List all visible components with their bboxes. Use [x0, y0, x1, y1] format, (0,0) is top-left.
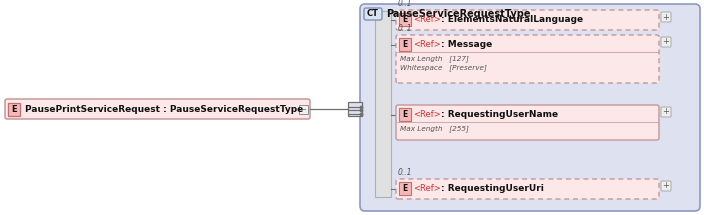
Text: <Ref>: <Ref> [413, 184, 441, 193]
FancyBboxPatch shape [364, 8, 382, 20]
Bar [399, 182, 411, 195]
FancyBboxPatch shape [661, 181, 671, 191]
FancyBboxPatch shape [360, 4, 700, 211]
Text: +: + [662, 108, 670, 117]
Text: PausePrintServiceRequest : PauseServiceRequestType: PausePrintServiceRequest : PauseServiceR… [25, 104, 303, 114]
FancyBboxPatch shape [5, 99, 310, 119]
Text: CT: CT [367, 9, 379, 18]
Text: : RequestingUserName: : RequestingUserName [441, 110, 558, 119]
FancyBboxPatch shape [396, 179, 659, 199]
Text: : Message: : Message [441, 40, 492, 49]
Text: Max Length   [127]: Max Length [127] [400, 55, 469, 62]
Text: E: E [11, 104, 17, 114]
Text: E: E [403, 15, 408, 24]
Text: E: E [403, 184, 408, 193]
Bar [299, 105, 308, 114]
Bar [399, 108, 411, 121]
Text: : RequestingUserUri: : RequestingUserUri [441, 184, 544, 193]
Text: PauseServiceRequestType: PauseServiceRequestType [386, 9, 531, 19]
Text: 0..1: 0..1 [398, 24, 413, 33]
Bar [399, 13, 411, 26]
Text: <Ref>: <Ref> [413, 110, 441, 119]
Text: +: + [662, 37, 670, 46]
Text: Whitespace   [Preserve]: Whitespace [Preserve] [400, 64, 487, 71]
FancyBboxPatch shape [396, 105, 659, 140]
FancyBboxPatch shape [661, 12, 671, 22]
Text: <Ref>: <Ref> [413, 40, 441, 49]
Text: +: + [662, 12, 670, 22]
Text: +: + [662, 181, 670, 190]
Text: Max Length   [255]: Max Length [255] [400, 125, 469, 132]
FancyBboxPatch shape [396, 10, 659, 30]
Bar [348, 102, 362, 116]
Text: −: − [301, 106, 306, 112]
Bar [375, 11, 391, 197]
FancyBboxPatch shape [396, 35, 659, 83]
Text: : ElementsNaturalLanguage: : ElementsNaturalLanguage [441, 15, 583, 24]
Text: <Ref>: <Ref> [413, 15, 441, 24]
Bar [8, 103, 20, 116]
Text: E: E [403, 40, 408, 49]
Bar [399, 38, 411, 51]
FancyBboxPatch shape [661, 37, 671, 47]
Text: E: E [403, 110, 408, 119]
Text: 0..1: 0..1 [398, 168, 413, 177]
Text: 0..1: 0..1 [398, 0, 413, 8]
FancyBboxPatch shape [661, 107, 671, 117]
